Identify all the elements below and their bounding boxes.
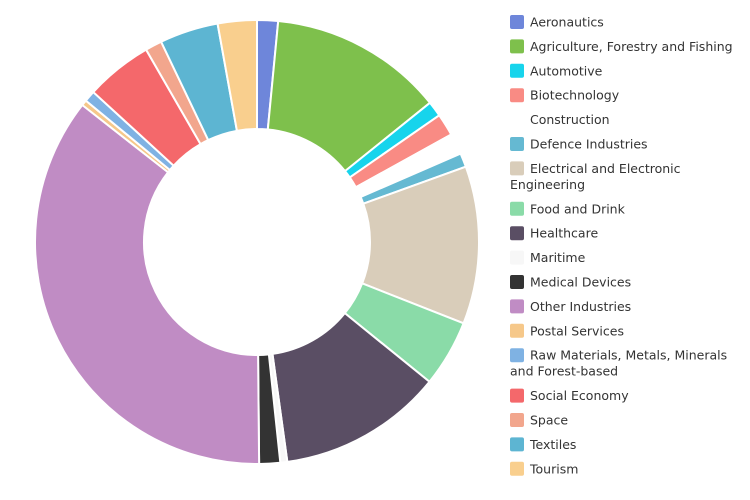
- legend-label: Automotive: [530, 63, 603, 78]
- legend-item-agriculture-forestry-and-fishing[interactable]: Agriculture, Forestry and Fishing: [510, 39, 733, 54]
- legend-label: Textiles: [529, 437, 576, 452]
- legend-label: Raw Materials, Metals, Minerals: [530, 348, 727, 363]
- legend-swatch: [510, 299, 524, 314]
- legend-item-postal-services[interactable]: Postal Services: [510, 323, 624, 338]
- legend-swatch: [510, 348, 524, 363]
- legend-item-textiles[interactable]: Textiles: [510, 437, 576, 452]
- slice-tourism[interactable]: [216, 18, 258, 132]
- legend-swatch: [510, 63, 524, 78]
- legend-label: Medical Devices: [530, 275, 631, 290]
- legend-item-medical-devices[interactable]: Medical Devices: [510, 275, 631, 290]
- legend-label: Aeronautics: [530, 15, 604, 30]
- legend-item-maritime[interactable]: Maritime: [510, 250, 586, 265]
- legend-swatch: [510, 137, 524, 151]
- legend-swatch: [510, 275, 524, 289]
- legend-label: Construction: [530, 112, 610, 127]
- legend-swatch: [510, 88, 524, 103]
- legend-item-other-industries[interactable]: Other Industries: [510, 299, 631, 314]
- donut-slices: [34, 18, 480, 465]
- legend-label: Tourism: [529, 461, 578, 476]
- legend-label-continued: Engineering: [510, 177, 585, 192]
- legend-item-social-economy[interactable]: Social Economy: [510, 388, 629, 403]
- legend-swatch: [510, 413, 524, 427]
- slice-other-industries[interactable]: [34, 103, 261, 465]
- legend-item-automotive[interactable]: Automotive: [510, 63, 603, 78]
- legend-label: Food and Drink: [530, 201, 626, 216]
- legend-item-tourism[interactable]: Tourism: [510, 461, 578, 476]
- legend-swatch: [510, 15, 524, 29]
- legend-item-aeronautics[interactable]: Aeronautics: [510, 15, 604, 30]
- legend-swatch: [510, 112, 524, 127]
- legend-swatch: [510, 226, 524, 241]
- legend-swatch: [510, 437, 524, 452]
- legend-item-food-and-drink[interactable]: Food and Drink: [510, 201, 626, 216]
- legend-item-space[interactable]: Space: [510, 413, 568, 428]
- legend-item-defence-industries[interactable]: Defence Industries: [510, 137, 648, 152]
- legend-label: Maritime: [530, 250, 586, 265]
- legend-swatch: [510, 250, 524, 265]
- legend-label: Electrical and Electronic: [530, 161, 681, 176]
- legend-swatch: [510, 201, 524, 216]
- legend-swatch: [510, 461, 524, 476]
- legend-label: Agriculture, Forestry and Fishing: [530, 39, 733, 54]
- legend-label: Other Industries: [530, 299, 631, 314]
- legend-label-continued: and Forest-based: [510, 364, 618, 379]
- legend-item-healthcare[interactable]: Healthcare: [510, 226, 598, 241]
- legend-label: Postal Services: [530, 323, 624, 338]
- legend-swatch: [510, 39, 524, 54]
- legend-label: Social Economy: [530, 388, 629, 403]
- legend-label: Defence Industries: [530, 137, 648, 152]
- legend-swatch: [510, 161, 524, 176]
- legend-label: Biotechnology: [530, 88, 620, 103]
- legend-swatch: [510, 323, 524, 338]
- legend-label: Space: [530, 413, 568, 428]
- legend-item-biotechnology[interactable]: Biotechnology: [510, 88, 620, 103]
- legend-label: Healthcare: [530, 226, 598, 241]
- legend-item-construction[interactable]: Construction: [510, 112, 610, 127]
- chart-legend: Aeronautics Agriculture, Forestry and Fis…: [510, 15, 733, 476]
- legend-swatch: [510, 388, 524, 403]
